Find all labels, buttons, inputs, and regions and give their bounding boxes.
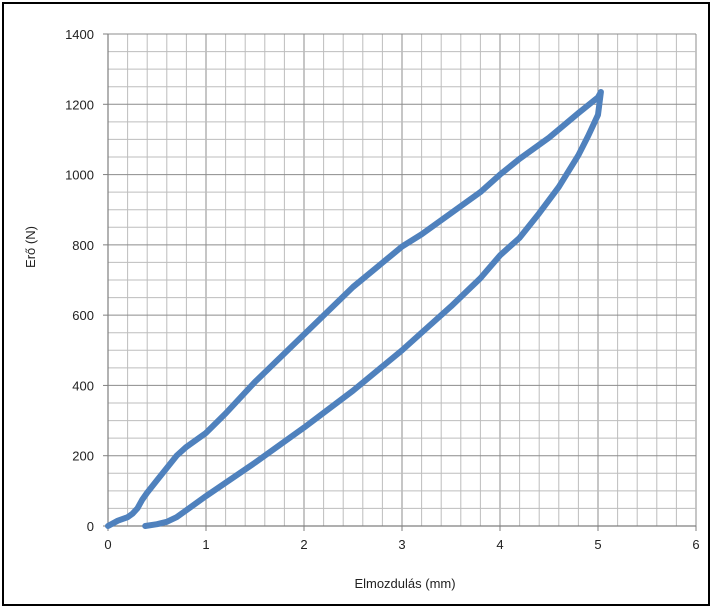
x-tick-label: 6 <box>692 537 699 552</box>
y-tick-label: 600 <box>72 308 94 323</box>
y-tick-label: 1000 <box>65 168 94 183</box>
grid-layer <box>107 33 697 527</box>
x-tick-label: 5 <box>594 537 601 552</box>
y-tick-label: 800 <box>72 238 94 253</box>
y-tick-label: 1400 <box>65 27 94 42</box>
y-tick-label: 0 <box>87 519 94 534</box>
x-tick-label: 1 <box>202 537 209 552</box>
x-tick-label: 4 <box>496 537 503 552</box>
y-tick-label: 1200 <box>65 97 94 112</box>
y-tick-label: 400 <box>72 378 94 393</box>
x-tick-label: 3 <box>398 537 405 552</box>
x-tick-label: 2 <box>300 537 307 552</box>
series-layer <box>105 89 604 529</box>
x-tick-label: 0 <box>104 537 111 552</box>
series-line <box>105 89 604 529</box>
chart-svg: 0 1 2 3 4 5 6 0 200 400 600 800 1000 1200 1400 Elmozdu… <box>23 27 700 591</box>
y-tick-label: 200 <box>72 449 94 464</box>
x-axis-title: Elmozdulás (mm) <box>354 576 455 591</box>
chart-frame: 0 1 2 3 4 5 6 0 200 400 600 800 1000 1200 1400 Elmozdu… <box>2 2 710 606</box>
axis-layer <box>103 33 697 531</box>
label-layer: 0 1 2 3 4 5 6 0 200 400 600 800 1000 1200 1400 <box>65 27 700 552</box>
y-axis-title: Erő (N) <box>23 226 38 268</box>
